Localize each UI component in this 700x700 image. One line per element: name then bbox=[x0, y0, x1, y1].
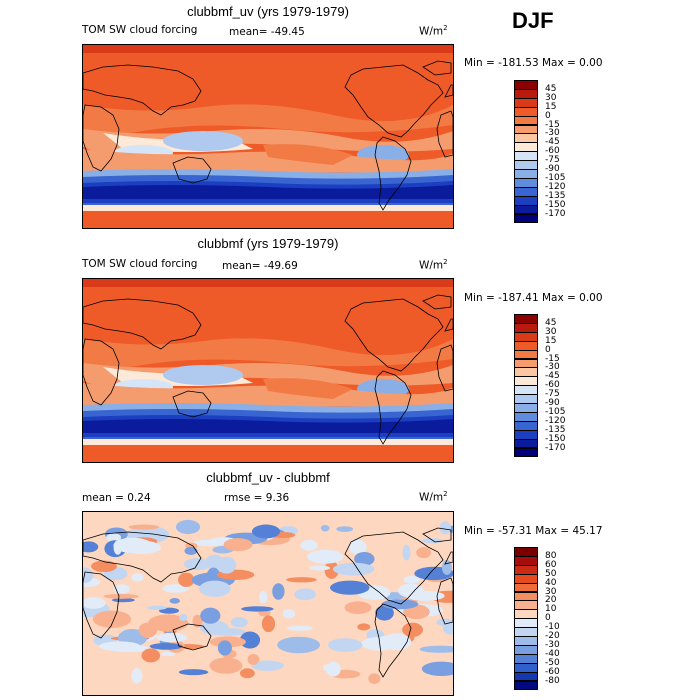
colorbar-tick-label: -80 bbox=[545, 675, 560, 686]
colorbar-tick-label: 30 bbox=[545, 92, 557, 103]
colorbar-cell bbox=[514, 447, 538, 458]
colorbar-tick-label: -170 bbox=[545, 208, 566, 219]
panel3-mean: mean = 0.24 bbox=[82, 492, 151, 504]
colorbar-tick-label: -170 bbox=[545, 442, 566, 453]
colorbar-tick-label: 45 bbox=[545, 83, 557, 94]
season-label: DJF bbox=[512, 8, 554, 33]
colorbar-tick-label: -30 bbox=[545, 128, 560, 139]
colorbar-tick-label: 60 bbox=[545, 559, 557, 570]
panel3-title: clubbmf_uv - clubbmf bbox=[206, 470, 330, 485]
colorbar-tick-label: 15 bbox=[545, 101, 557, 112]
colorbar-tick-label: 15 bbox=[545, 335, 557, 346]
colorbar-tick-label: 30 bbox=[545, 326, 557, 337]
colorbar-tick-label: -30 bbox=[545, 362, 560, 373]
panel2-map bbox=[82, 278, 454, 463]
colorbar-tick-label: 30 bbox=[545, 586, 557, 597]
colorbar-tick-label: -10 bbox=[545, 622, 560, 633]
panel1-map bbox=[82, 44, 454, 229]
panel2-minmax: Min = -187.41 Max = 0.00 bbox=[464, 292, 603, 304]
panel3-units: W/m2 bbox=[419, 490, 448, 504]
panel2-units: W/m2 bbox=[419, 258, 448, 272]
panel1-variable: TOM SW cloud forcing bbox=[82, 24, 198, 36]
colorbar-tick-label: 10 bbox=[545, 604, 557, 615]
colorbar-tick-label: 0 bbox=[545, 110, 551, 121]
colorbar-cell bbox=[514, 680, 538, 691]
colorbar-tick-label: -60 bbox=[545, 380, 560, 391]
colorbar-tick-label: -75 bbox=[545, 389, 560, 400]
panel2-title: clubbmf (yrs 1979-1979) bbox=[197, 236, 339, 251]
colorbar-tick-label: 0 bbox=[545, 613, 551, 624]
panel3-rmse: rmse = 9.36 bbox=[224, 492, 290, 504]
panel2-mean: mean= -49.69 bbox=[222, 260, 298, 272]
colorbar-tick-label: 80 bbox=[545, 550, 557, 561]
colorbar-tick-label: -75 bbox=[545, 155, 560, 166]
colorbar-tick-label: -105 bbox=[545, 406, 566, 417]
colorbar-tick-label: -90 bbox=[545, 398, 560, 408]
colorbar-tick-label: 20 bbox=[545, 595, 557, 606]
colorbar-tick-label: -45 bbox=[545, 371, 560, 382]
colorbar-tick-label: -60 bbox=[545, 666, 560, 677]
colorbar-tick-label: -30 bbox=[545, 639, 560, 650]
colorbar-tick-label: -20 bbox=[545, 631, 560, 641]
colorbar-tick-label: -135 bbox=[545, 190, 566, 201]
colorbar-tick-label: 45 bbox=[545, 317, 557, 328]
colorbar-tick-label: -60 bbox=[545, 146, 560, 157]
colorbar-tick-label: -150 bbox=[545, 433, 566, 444]
colorbar-tick-label: 0 bbox=[545, 344, 551, 355]
panel3-map bbox=[82, 511, 454, 696]
panel1-title: clubbmf_uv (yrs 1979-1979) bbox=[187, 4, 349, 19]
colorbar-tick-label: -105 bbox=[545, 172, 566, 183]
colorbar-tick-label: -150 bbox=[545, 199, 566, 210]
colorbar-tick-label: -15 bbox=[545, 353, 560, 364]
panel2-variable: TOM SW cloud forcing bbox=[82, 258, 198, 270]
colorbar-tick-label: -15 bbox=[545, 119, 560, 130]
colorbar-tick-label: -90 bbox=[545, 164, 560, 174]
panel1-units: W/m2 bbox=[419, 24, 448, 38]
panel1-minmax: Min = -181.53 Max = 0.00 bbox=[464, 57, 603, 69]
colorbar-tick-label: 40 bbox=[545, 577, 557, 588]
colorbar-tick-label: -135 bbox=[545, 424, 566, 435]
panel1-mean: mean= -49.45 bbox=[229, 26, 305, 38]
colorbar-tick-label: -50 bbox=[545, 657, 560, 668]
colorbar-tick-label: -120 bbox=[545, 181, 566, 192]
colorbar-tick-label: -45 bbox=[545, 137, 560, 148]
colorbar-tick-label: -40 bbox=[545, 648, 560, 659]
colorbar-tick-label: 50 bbox=[545, 568, 557, 579]
colorbar-cell bbox=[514, 213, 538, 224]
panel3-minmax: Min = -57.31 Max = 45.17 bbox=[464, 525, 603, 537]
colorbar-tick-label: -120 bbox=[545, 415, 566, 426]
